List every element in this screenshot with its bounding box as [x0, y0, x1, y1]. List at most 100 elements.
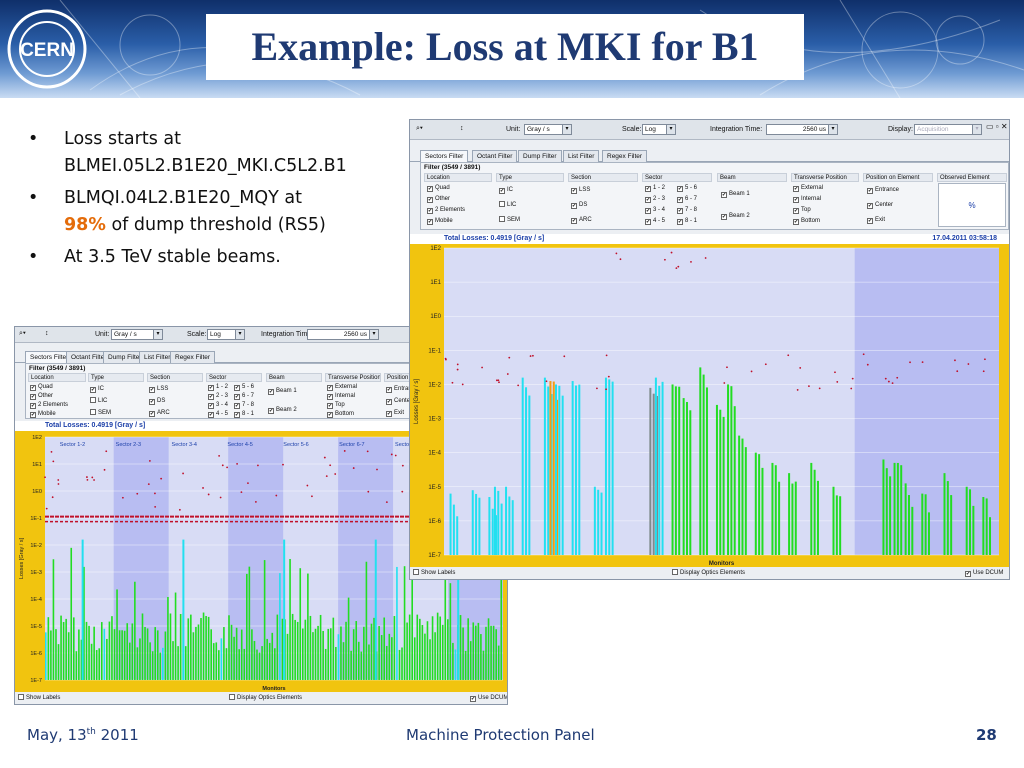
filter-checkbox[interactable]: ✔ 5 - 6: [234, 384, 255, 391]
filter-checkbox[interactable]: LIC: [499, 201, 516, 209]
filter-checkbox[interactable]: ✔ 3 - 4: [645, 207, 666, 214]
filter-checkbox[interactable]: ✔ 5 - 6: [677, 185, 698, 192]
filter-checkbox[interactable]: ✔ Mobile: [30, 411, 56, 418]
scale-select[interactable]: Log ▾: [207, 329, 245, 340]
filter-checkbox[interactable]: ✔ ARC: [149, 410, 170, 417]
filter-checkbox[interactable]: ✔ 2 - 3: [645, 196, 666, 203]
filter-checkbox[interactable]: SEM: [499, 216, 520, 224]
use-dcum-checkbox[interactable]: ✔ Use DCUM: [965, 570, 1004, 577]
filter-checkbox[interactable]: ✔ 4 - 5: [645, 218, 666, 225]
tab-octant-filter[interactable]: Octant Filter: [472, 150, 518, 162]
filter-checkbox[interactable]: ✔ Center: [386, 398, 413, 405]
filter-checkbox[interactable]: ✔ Internal: [327, 393, 356, 400]
loss-bar: [380, 635, 383, 680]
filter-checkbox[interactable]: ✔ Quad: [30, 384, 53, 391]
use-dcum-checkbox[interactable]: ✔ Use DCUM: [470, 695, 508, 702]
loss-bar: [230, 624, 233, 680]
filter-checkbox[interactable]: ✔ Beam 1: [268, 388, 297, 395]
integration-time-select[interactable]: 2560 us ▾: [766, 124, 838, 135]
filter-checkbox[interactable]: ✔ 2 Elements: [30, 402, 69, 409]
filter-checkbox[interactable]: ✔ Beam 2: [721, 213, 750, 220]
filter-checkbox[interactable]: ✔ ARC: [571, 217, 592, 224]
filter-checkbox[interactable]: SEM: [90, 409, 111, 417]
filter-checkbox[interactable]: ✔ Beam 2: [268, 407, 297, 414]
scale-select[interactable]: Log ▾: [642, 124, 676, 135]
sort-icon[interactable]: ↕: [45, 330, 49, 337]
zoom-icon[interactable]: ⌕▾: [19, 330, 26, 337]
filter-checkbox[interactable]: ✔ Beam 1: [721, 191, 750, 198]
observed-element-box[interactable]: %: [938, 183, 1006, 227]
filter-checkbox[interactable]: ✔ External: [327, 384, 358, 391]
loss-bar: [225, 648, 228, 680]
loss-bar: [118, 630, 121, 680]
filter-checkbox[interactable]: ✔ Entrance: [386, 386, 419, 393]
y-tick-label: 1E-6: [30, 651, 42, 657]
loss-bar: [197, 624, 200, 680]
tab-regex-filter[interactable]: Regex Filter: [602, 150, 648, 162]
filter-checkbox[interactable]: ✔ 7 - 8: [677, 207, 698, 214]
optics-elements-checkbox[interactable]: Display Optics Elements: [672, 569, 745, 577]
filter-checkbox[interactable]: ✔ 6 - 7: [234, 393, 255, 400]
threshold-marker: [219, 496, 222, 499]
filter-checkbox[interactable]: ✔ 3 - 4: [208, 402, 229, 409]
filter-checkbox[interactable]: ✔ IC: [499, 187, 513, 194]
filter-checkbox[interactable]: ✔ 2 - 3: [208, 393, 229, 400]
filter-checkbox[interactable]: ✔ LSS: [571, 187, 591, 194]
sort-icon[interactable]: ↕: [460, 125, 464, 132]
optics-elements-checkbox[interactable]: Display Optics Elements: [229, 694, 302, 702]
filter-checkbox[interactable]: ✔ 8 - 1: [234, 411, 255, 418]
filter-checkbox[interactable]: ✔ Exit: [867, 217, 886, 224]
loss-bar: [467, 618, 469, 680]
filter-checkbox[interactable]: ✔ Other: [427, 196, 451, 203]
tab-list-filter[interactable]: List Filter: [563, 150, 600, 162]
filter-checkbox[interactable]: ✔ Internal: [793, 196, 822, 203]
filter-checkbox[interactable]: ✔ Top: [793, 207, 811, 214]
show-labels-checkbox[interactable]: Show Labels: [18, 694, 60, 702]
loss-bar: [65, 618, 67, 680]
y-tick-label: 1E-1: [428, 348, 441, 354]
filter-checkbox[interactable]: ✔ 2 Elements: [427, 207, 466, 214]
filter-checkbox[interactable]: ✔ Top: [327, 402, 345, 409]
filter-checkbox[interactable]: ✔ 7 - 8: [234, 402, 255, 409]
threshold-marker: [105, 450, 108, 453]
tab-sectors-filter[interactable]: Sectors Filter: [420, 150, 469, 162]
filter-checkbox[interactable]: ✔ DS: [571, 202, 588, 209]
loss-bar: [699, 367, 702, 555]
filter-checkbox[interactable]: ✔ Quad: [427, 185, 450, 192]
filter-checkbox[interactable]: ✔ Mobile: [427, 218, 453, 225]
filter-checkbox[interactable]: ✔ 1 - 2: [645, 185, 666, 192]
unit-select[interactable]: Gray / s ▾: [111, 329, 163, 340]
loss-bar: [276, 614, 279, 680]
filter-checkbox[interactable]: ✔ 6 - 7: [677, 196, 698, 203]
zoom-icon[interactable]: ⌕▾: [416, 125, 423, 132]
filter-checkbox[interactable]: LIC: [90, 397, 107, 405]
loss-bar: [329, 628, 332, 680]
filter-checkbox[interactable]: ✔ 8 - 1: [677, 218, 698, 225]
filter-checkbox[interactable]: ✔ Exit: [386, 410, 405, 417]
window-controls[interactable]: ▭ ▫ ✕: [986, 122, 1008, 131]
loss-bar: [791, 483, 794, 555]
filter-checkbox[interactable]: ✔ Center: [867, 202, 894, 209]
integration-time-select[interactable]: 2560 us ▾: [307, 329, 379, 340]
filter-checkbox[interactable]: ✔ 1 - 2: [208, 384, 229, 391]
unit-select[interactable]: Gray / s ▾: [524, 124, 572, 135]
loss-bar: [761, 467, 764, 555]
filter-checkbox[interactable]: ✔ External: [793, 185, 824, 192]
filter-checkbox[interactable]: ✔ Bottom: [327, 411, 355, 418]
filter-checkbox[interactable]: ✔ Entrance: [867, 187, 900, 194]
filter-checkbox[interactable]: ✔ IC: [90, 386, 104, 393]
y-tick-label: 1E0: [32, 489, 42, 495]
loss-bar: [985, 498, 988, 555]
threshold-marker: [532, 354, 534, 357]
show-labels-checkbox[interactable]: Show Labels: [413, 569, 455, 577]
filter-checkbox[interactable]: ✔ LSS: [149, 386, 169, 393]
tab-regex-filter[interactable]: Regex Filter: [170, 351, 216, 363]
filter-checkbox[interactable]: ✔ 4 - 5: [208, 411, 229, 418]
filter-checkbox[interactable]: ✔ Bottom: [793, 218, 821, 225]
loss-bar: [357, 641, 360, 680]
tab-dump-filter[interactable]: Dump Filter: [518, 150, 562, 162]
filter-checkbox[interactable]: ✔ Other: [30, 393, 54, 400]
loss-bar: [131, 623, 134, 680]
display-select[interactable]: Acquisition ▾: [914, 124, 982, 135]
filter-checkbox[interactable]: ✔ DS: [149, 398, 166, 405]
